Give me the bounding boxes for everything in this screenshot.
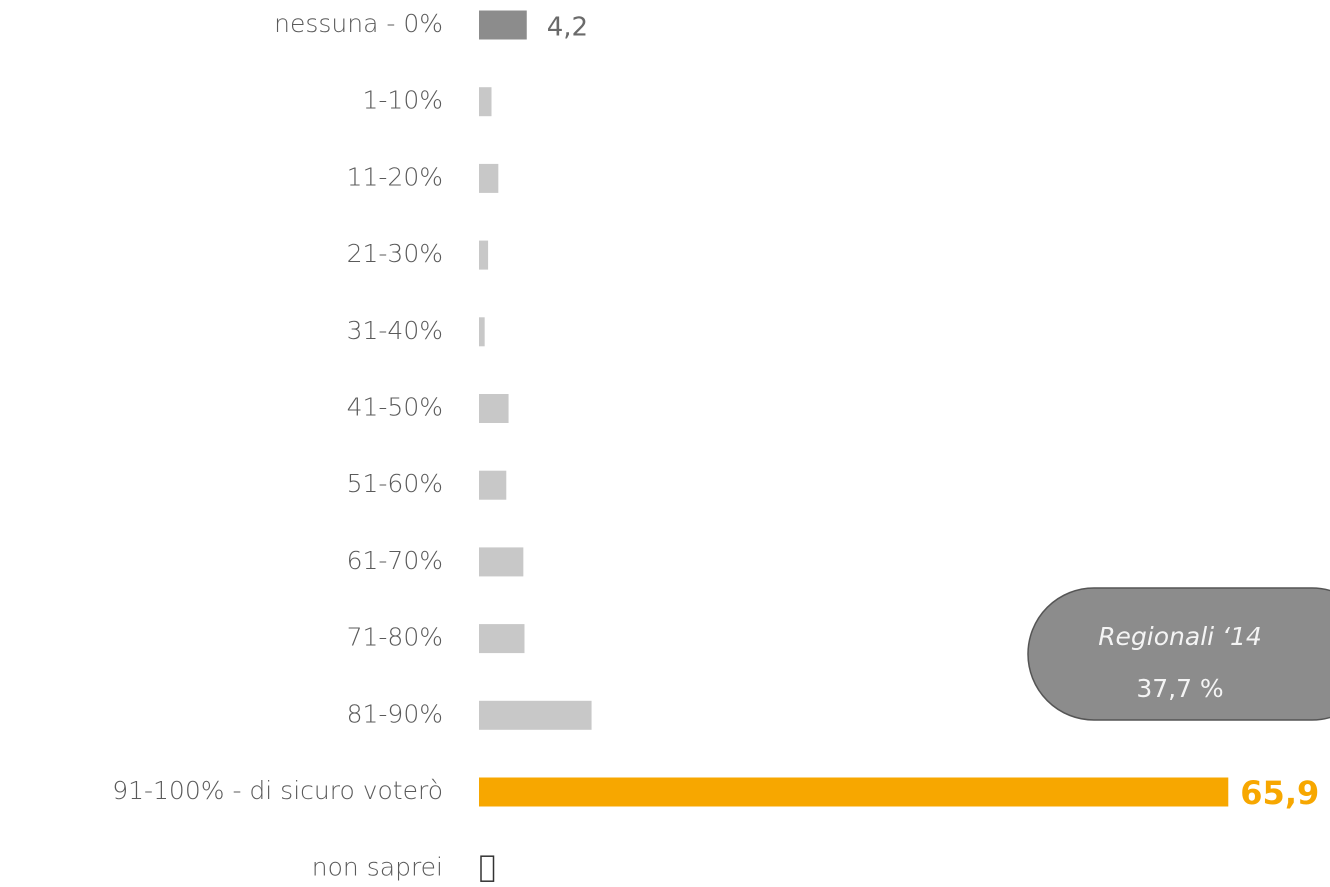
category-label: 41-50% bbox=[347, 393, 443, 422]
category-label: non saprei bbox=[312, 853, 443, 882]
annotation-value: 37,7 % bbox=[1136, 674, 1223, 703]
category-label: 51-60% bbox=[347, 469, 443, 498]
bar bbox=[479, 777, 1229, 807]
bar bbox=[479, 240, 489, 270]
category-label: 1-10% bbox=[363, 86, 444, 115]
bar bbox=[479, 10, 527, 40]
category-label: nessuna - 0% bbox=[274, 9, 443, 38]
category-label: 81-90% bbox=[347, 699, 443, 728]
category-label: 61-70% bbox=[347, 546, 443, 575]
bar bbox=[479, 547, 524, 577]
bar bbox=[479, 624, 525, 654]
bar bbox=[479, 87, 492, 117]
annotation-bubble: Regionali ‘14 37,7 % bbox=[1027, 587, 1330, 721]
category-label: 31-40% bbox=[347, 316, 443, 345]
bar bbox=[479, 700, 592, 730]
category-label: 91-100% - di sicuro voterò bbox=[112, 776, 443, 805]
value-label: 65,9 bbox=[1240, 774, 1319, 812]
category-label: 71-80% bbox=[347, 623, 443, 652]
bar bbox=[479, 394, 509, 423]
bar bbox=[480, 855, 495, 882]
bubble bbox=[1027, 587, 1330, 721]
bar bbox=[479, 317, 485, 347]
category-label: 21-30% bbox=[347, 239, 443, 268]
category-label: 11-20% bbox=[347, 162, 443, 191]
bar bbox=[479, 470, 507, 500]
annotation-title: Regionali ‘14 bbox=[1098, 622, 1262, 651]
value-label: 4,2 bbox=[547, 13, 588, 43]
bar bbox=[479, 163, 499, 193]
